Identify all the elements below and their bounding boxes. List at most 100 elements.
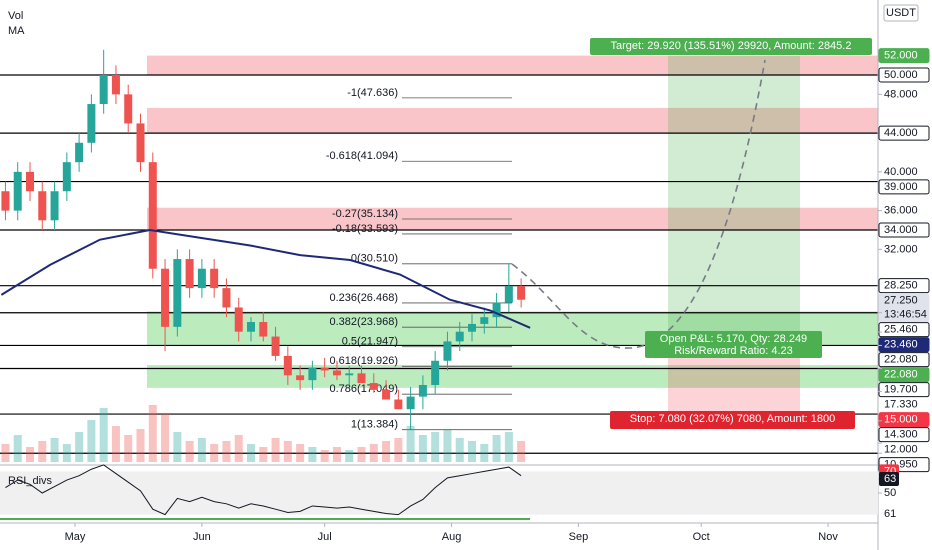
- price-label: 27.250: [884, 295, 918, 307]
- candle-body: [13, 171, 22, 211]
- price-label: 22.080: [884, 354, 918, 366]
- candle-body: [492, 302, 501, 318]
- pnl-label: Risk/Reward Ratio: 4.23: [674, 345, 793, 357]
- volume-bar: [197, 438, 206, 462]
- candle-body: [161, 268, 170, 327]
- volume-bar: [259, 447, 268, 462]
- price-label-box: [878, 412, 930, 428]
- price-label: 23.460: [884, 339, 918, 351]
- volume-bar: [13, 435, 22, 462]
- price-label: 48.000: [884, 88, 918, 100]
- x-tick-label: Sep: [569, 531, 589, 543]
- fib-label: 1(13.384): [351, 419, 398, 431]
- price-label-box: [878, 352, 930, 368]
- fib-label: -0.27(35.134): [332, 208, 398, 220]
- candle-body: [185, 259, 194, 289]
- volume-bar: [369, 444, 378, 462]
- price-label: 40.000: [884, 166, 918, 178]
- candle-body: [455, 331, 464, 342]
- volume-bar: [87, 420, 96, 462]
- target-label: Target: 29.920 (135.51%) 29920, Amount: …: [611, 40, 852, 52]
- candle-body: [62, 162, 71, 192]
- moving-average: [0, 228, 531, 329]
- fib-label: 0.236(26.468): [330, 292, 399, 304]
- volume-bar: [431, 432, 440, 462]
- volume-bar: [62, 444, 71, 462]
- price-label: 32.000: [884, 243, 918, 255]
- price-label: 19.700: [884, 384, 918, 396]
- candle-body: [197, 268, 206, 289]
- price-label: 52.000: [884, 50, 918, 62]
- price-label-countdown: 13:46:54: [884, 309, 927, 321]
- candle-body: [99, 74, 108, 105]
- currency-box[interactable]: [883, 4, 919, 22]
- candle-body: [504, 286, 513, 303]
- volume-bar: [283, 441, 292, 462]
- rsi-band: [0, 471, 878, 515]
- volume-bar: [271, 438, 280, 462]
- stop-label: Stop: 7.080 (32.07%) 7080, Amount: 1800: [630, 413, 835, 425]
- main-pane: -1(47.636) -0.618(41.094) -0.27(35.134) -0.…: [0, 49, 878, 462]
- indicator-label: Vol: [8, 10, 23, 22]
- candle-body: [271, 336, 280, 356]
- resistance-zone: [147, 207, 878, 230]
- volume-bar: [222, 441, 231, 462]
- price-label-box: [878, 382, 930, 398]
- rsi-tick-label: 50: [884, 487, 896, 499]
- candle-body: [50, 191, 59, 221]
- fib-label: -1(47.636): [347, 87, 398, 99]
- candle-body: [25, 171, 34, 192]
- candle-body: [443, 341, 452, 361]
- candle-body: [1, 191, 10, 211]
- price-label: 25.460: [884, 324, 918, 336]
- x-tick-label: Jul: [318, 531, 332, 543]
- resistance-zone: [147, 55, 878, 75]
- price-label-box: [878, 337, 930, 353]
- price-label: 36.000: [884, 205, 918, 217]
- volume-bar: [504, 432, 513, 462]
- price-label: 50.000: [884, 69, 918, 81]
- currency-label[interactable]: USDT: [886, 7, 916, 19]
- target-label-box: [590, 38, 872, 55]
- candle-body: [394, 399, 403, 410]
- candle-body: [382, 389, 391, 400]
- fib-label: -0.618(41.094): [326, 150, 398, 162]
- fib-label: 0.382(23.968): [330, 316, 399, 328]
- volume-bar: [345, 450, 354, 462]
- candle-body: [345, 373, 354, 376]
- price-label-box: [878, 278, 930, 294]
- volume-bar: [480, 444, 489, 462]
- volume-bar: [185, 441, 194, 462]
- price-label: 28.250: [884, 280, 918, 292]
- x-tick-label: Jun: [193, 531, 211, 543]
- volume-bar: [517, 441, 526, 462]
- volume-bar: [234, 435, 243, 462]
- volume-bar: [25, 447, 34, 462]
- fib-label: 0.5(21.947): [342, 336, 398, 348]
- volume-bar: [75, 432, 84, 462]
- candle-body: [283, 355, 292, 376]
- rsi-tick-label: 63: [884, 473, 896, 485]
- candle-body: [222, 288, 231, 308]
- fib-label: 0.618(19.926): [330, 355, 399, 367]
- candle-body: [210, 268, 219, 289]
- projection-path: [511, 59, 766, 349]
- x-tick-label: May: [65, 531, 86, 543]
- price-label-box: [878, 293, 930, 323]
- volume-bar: [38, 441, 47, 462]
- volume-bar: [320, 450, 329, 462]
- rsi-title: RSI_divs: [8, 475, 53, 487]
- price-label-box: [878, 367, 930, 383]
- candle-body: [111, 74, 120, 95]
- stop-label-box: [610, 411, 855, 429]
- fib-label: -0.18(33.593): [332, 223, 398, 235]
- volume-bar: [406, 426, 415, 462]
- candle-body: [418, 384, 427, 397]
- volume-bar: [492, 435, 501, 462]
- volume-bar: [161, 414, 170, 462]
- candle-body: [173, 259, 182, 327]
- price-label: 12.000: [884, 444, 918, 456]
- pnl-label-box: [645, 331, 822, 358]
- candle-body: [124, 94, 133, 124]
